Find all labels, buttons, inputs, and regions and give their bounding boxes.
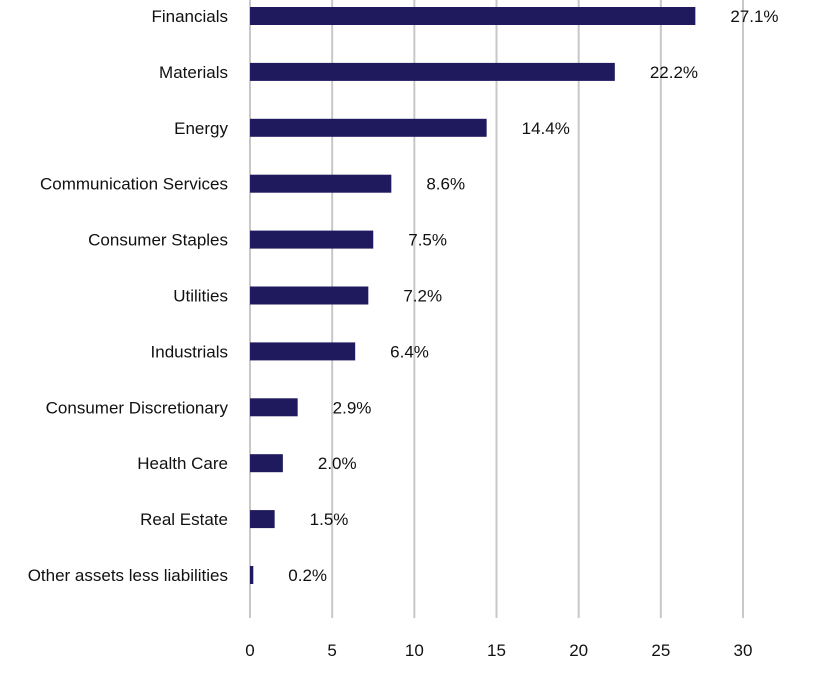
bar [250, 286, 369, 305]
gridlines [249, 0, 744, 618]
bar [250, 566, 254, 584]
data-label: 27.1% [730, 7, 778, 26]
data-label: 2.0% [318, 454, 357, 473]
category-label: Utilities [173, 287, 228, 306]
bar [250, 230, 374, 249]
category-label: Other assets less liabilities [28, 566, 228, 585]
x-tick-label: 15 [487, 641, 506, 660]
category-label: Materials [159, 63, 228, 82]
bars [250, 7, 696, 584]
data-label: 8.6% [426, 175, 465, 194]
bar [250, 118, 487, 137]
x-tick-label: 25 [651, 641, 670, 660]
bar [250, 398, 298, 417]
category-label: Consumer Staples [88, 231, 228, 250]
category-label: Energy [174, 119, 228, 138]
x-tick-label: 30 [734, 641, 753, 660]
x-tick-label: 20 [569, 641, 588, 660]
bar [250, 454, 283, 473]
category-label: Real Estate [140, 510, 228, 529]
data-label: 22.2% [650, 63, 698, 82]
x-tick-label: 5 [327, 641, 336, 660]
category-label: Communication Services [40, 175, 228, 194]
data-label: 7.2% [403, 287, 442, 306]
data-label: 1.5% [310, 510, 349, 529]
data-label: 14.4% [522, 119, 570, 138]
x-tick-label: 10 [405, 641, 424, 660]
category-label: Health Care [137, 454, 228, 473]
bar [250, 342, 356, 361]
bar [250, 62, 615, 81]
bar [250, 7, 696, 25]
category-label: Industrials [151, 342, 228, 361]
category-label: Consumer Discretionary [46, 398, 229, 417]
data-label: 0.2% [288, 566, 327, 585]
category-label: Financials [151, 7, 228, 26]
data-label: 7.5% [408, 231, 447, 250]
data-labels: 27.1% 22.2% 14.4% 8.6% 7.5% 7.2% 6.4% 2.9% 2.0% 1… [288, 7, 778, 585]
data-label: 6.4% [390, 342, 429, 361]
bar [250, 510, 275, 529]
x-axis-tick-labels: 0 5 10 15 20 25 30 [245, 641, 752, 660]
data-label: 2.9% [333, 398, 372, 417]
category-labels: Financials Materials Energy Communication S… [28, 7, 229, 585]
bar [250, 174, 392, 193]
x-tick-label: 0 [245, 641, 254, 660]
